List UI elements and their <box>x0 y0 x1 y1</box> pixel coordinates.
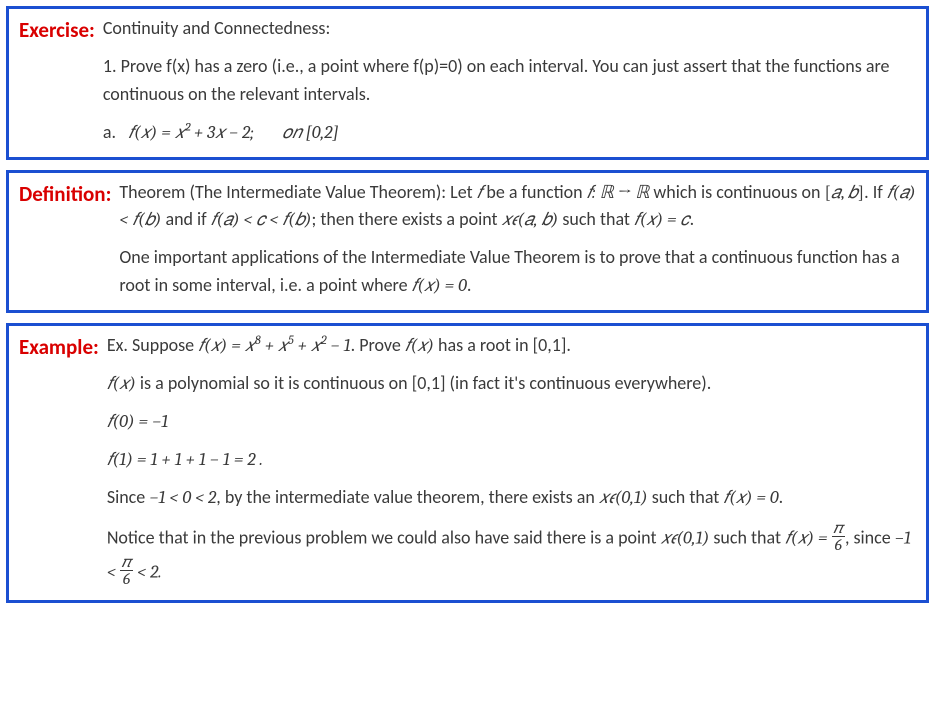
exercise-content: Continuity and Connectedness: 1. Prove f… <box>103 15 916 147</box>
math-fx0: 𝑓(𝑥) = 0 <box>412 275 467 296</box>
exercise-question-1: 1. Prove f(x) has a zero (i.e., a point … <box>103 53 916 109</box>
exercise-box: Exercise: Continuity and Connectedness: … <box>6 6 929 160</box>
example-continuity: 𝑓(𝑥) is a polynomial so it is continuous… <box>107 370 916 398</box>
math-ineq2: 𝑓(𝑎) < 𝑐 < 𝑓(𝑏) <box>211 209 312 230</box>
example-f0: 𝑓(0) = −1 <box>107 408 916 436</box>
math-fx: 𝑓(𝑥) <box>405 335 434 356</box>
frac-pi-6b: 𝜋6 <box>120 554 133 588</box>
math-ab: [𝑎, 𝑏] <box>825 182 865 203</box>
example-statement: Ex. Suppose 𝑓(𝑥) = 𝑥8 + 𝑥5 + 𝑥2 − 1. Pro… <box>107 332 916 360</box>
math-poly: 𝑓(𝑥) = 𝑥8 + 𝑥5 + 𝑥2 − 1 <box>198 335 350 356</box>
example-content: Ex. Suppose 𝑓(𝑥) = 𝑥8 + 𝑥5 + 𝑥2 − 1. Pro… <box>107 332 916 590</box>
example-note: Notice that in the previous problem we c… <box>107 522 916 591</box>
frac-pi-6a: 𝜋6 <box>832 520 845 554</box>
math-fxpi: 𝑓(𝑥) = <box>785 527 832 548</box>
exercise-part-a: a. 𝑓(𝑥) = 𝑥² + 3𝑥 − 2; 𝑜𝑛 [0,2] <box>103 119 916 147</box>
math-f0: 𝑓(0) = −1 <box>107 411 168 432</box>
math-xe01b: 𝑥𝜖(0,1) <box>661 527 710 548</box>
math-fx2: 𝑓(𝑥) <box>107 373 136 394</box>
part-a-interval: 𝑜𝑛 [0,2] <box>282 122 338 143</box>
math-xeab: 𝑥𝜖(𝑎, 𝑏) <box>502 209 559 230</box>
math-f-map: 𝑓: ℝ → ℝ <box>587 182 650 203</box>
exercise-label: Exercise: <box>19 15 103 43</box>
math-f1: 𝑓(1) = 1 + 1 + 1 − 1 = 2 . <box>107 449 263 470</box>
definition-theorem: Theorem (The Intermediate Value Theorem)… <box>119 179 916 235</box>
example-f1: 𝑓(1) = 1 + 1 + 1 − 1 = 2 . <box>107 446 916 474</box>
definition-application: One important applications of the Interm… <box>119 244 916 300</box>
part-a-function: 𝑓(𝑥) = 𝑥² + 3𝑥 − 2; <box>128 122 254 143</box>
example-conclusion: Since −1 < 0 < 2, by the intermediate va… <box>107 484 916 512</box>
math-fxc: 𝑓(𝑥) = 𝑐 <box>634 209 690 230</box>
definition-content: Theorem (The Intermediate Value Theorem)… <box>119 179 916 301</box>
definition-label: Definition: <box>19 179 119 207</box>
math-fx0b: 𝑓(𝑥) = 0 <box>723 487 778 508</box>
example-box: Example: Ex. Suppose 𝑓(𝑥) = 𝑥8 + 𝑥5 + 𝑥2… <box>6 323 929 603</box>
part-a-prefix: a. <box>103 121 116 143</box>
example-label: Example: <box>19 332 107 360</box>
definition-box: Definition: Theorem (The Intermediate Va… <box>6 170 929 314</box>
exercise-title: Continuity and Connectedness: <box>103 15 916 43</box>
math-chain1: −1 < 0 < 2 <box>149 487 216 508</box>
math-lt2: < 2. <box>133 561 161 582</box>
math-xe01: 𝑥𝜖(0,1) <box>599 487 648 508</box>
